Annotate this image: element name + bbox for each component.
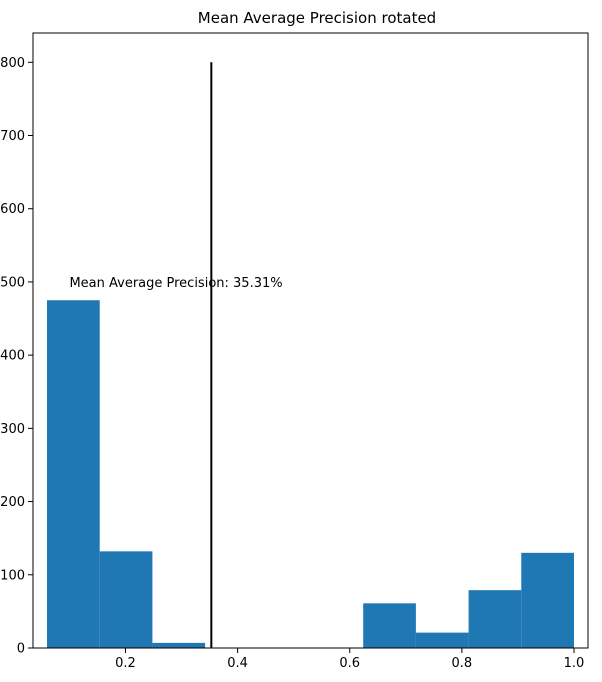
mean-annotation: Mean Average Precision: 35.31% [69, 276, 282, 291]
histogram-bar-6 [363, 603, 416, 648]
y-tick-label: 700 [0, 129, 25, 144]
x-tick-label: 1.0 [564, 656, 585, 671]
y-tick-label: 300 [0, 422, 25, 437]
histogram-bar-9 [521, 552, 574, 648]
x-ticks: 0.2 0.4 0.6 0.8 1.0 [115, 648, 584, 671]
histogram-bar-7 [415, 632, 469, 648]
histogram-bar-0 [47, 300, 100, 648]
y-ticks: 0 100 200 300 400 500 600 700 800 [0, 56, 33, 657]
x-tick-label: 0.4 [227, 656, 248, 671]
y-tick-label: 100 [0, 568, 25, 583]
histogram-bar-1 [99, 551, 153, 648]
axes-frame [32, 32, 589, 649]
bars-layer [47, 300, 574, 648]
axes-layer [32, 32, 589, 649]
histogram-bar-8 [468, 590, 522, 648]
y-tick-label: 200 [0, 495, 25, 510]
histogram-bar-2 [152, 642, 206, 648]
x-tick-label: 0.8 [452, 656, 473, 671]
y-tick-label: 0 [17, 642, 25, 657]
x-tick-label: 0.2 [115, 656, 136, 671]
y-tick-label: 400 [0, 349, 25, 364]
annotation-layer: Mean Average Precision: 35.31% [69, 276, 282, 291]
y-tick-label: 500 [0, 275, 25, 290]
x-tick-label: 0.6 [339, 656, 360, 671]
y-tick-label: 800 [0, 56, 25, 71]
chart-title: Mean Average Precision rotated [198, 9, 436, 27]
y-tick-label: 600 [0, 202, 25, 217]
